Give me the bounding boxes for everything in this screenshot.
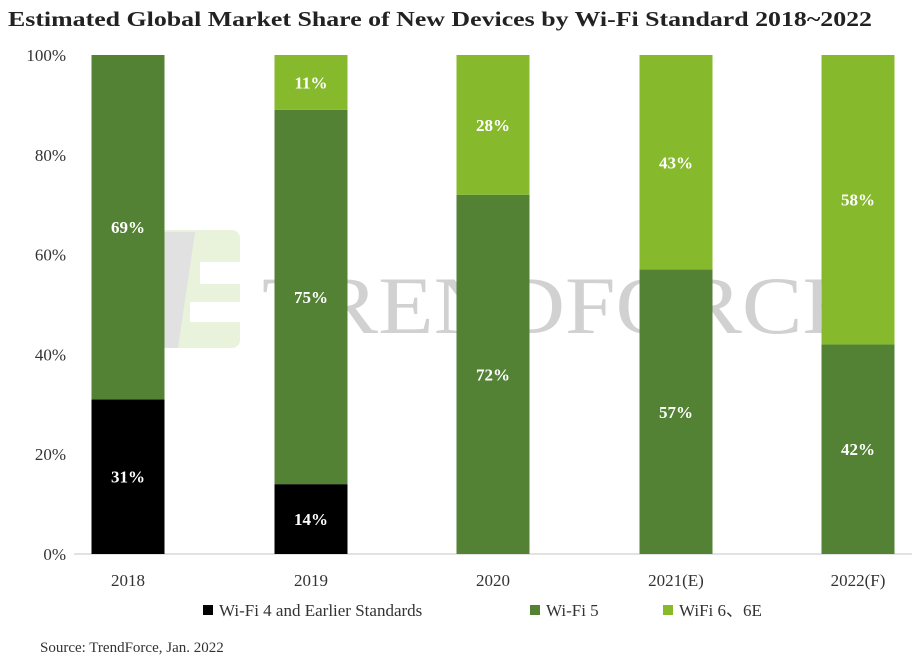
x-tick-label: 2020: [476, 571, 510, 590]
data-label: 57%: [659, 403, 693, 422]
bar-segment: [639, 269, 713, 554]
bar-segment: [639, 55, 713, 270]
legend-label: Wi-Fi 5: [546, 601, 599, 620]
x-tick-label: 2022(F): [831, 571, 886, 590]
data-label: 75%: [294, 288, 328, 307]
source-note: Source: TrendForce, Jan. 2022: [40, 640, 224, 656]
legend-label: Wi-Fi 4 and Earlier Standards: [219, 601, 422, 620]
data-label: 11%: [294, 73, 327, 92]
bar-segment: [274, 484, 348, 554]
bar-segment: [274, 55, 348, 110]
svg-text:TRENDFORCE: TRENDFORCE: [262, 260, 858, 351]
x-tick-label: 2018: [111, 571, 145, 590]
data-label: 14%: [294, 510, 328, 529]
data-label: 72%: [476, 365, 510, 384]
data-label: 69%: [111, 218, 145, 237]
legend-swatch: [203, 605, 213, 615]
y-tick-label: 60%: [35, 246, 66, 265]
y-tick-label: 40%: [35, 345, 66, 364]
x-tick-label: 2019: [294, 571, 328, 590]
y-tick-label: 0%: [43, 545, 66, 564]
x-tick-label: 2021(E): [648, 571, 704, 590]
bar-segment: [274, 109, 348, 485]
bar-segment: [91, 399, 165, 554]
bar-segment: [91, 55, 165, 400]
bar-segment: [821, 344, 895, 554]
data-label: 43%: [659, 153, 693, 172]
chart-title: Estimated Global Market Share of New Dev…: [8, 7, 872, 31]
y-tick-label: 20%: [35, 445, 66, 464]
bar-segment: [821, 55, 895, 345]
data-label: 28%: [476, 116, 510, 135]
y-tick-label: 80%: [35, 146, 66, 165]
bar-segment: [456, 55, 530, 195]
legend-swatch: [530, 605, 540, 615]
legend-label: WiFi 6、6E: [679, 601, 762, 620]
data-label: 42%: [841, 440, 875, 459]
bar-segment: [456, 194, 530, 554]
legend-swatch: [663, 605, 673, 615]
data-label: 31%: [111, 468, 145, 487]
y-tick-label: 100%: [26, 46, 66, 65]
data-label: 58%: [841, 191, 875, 210]
